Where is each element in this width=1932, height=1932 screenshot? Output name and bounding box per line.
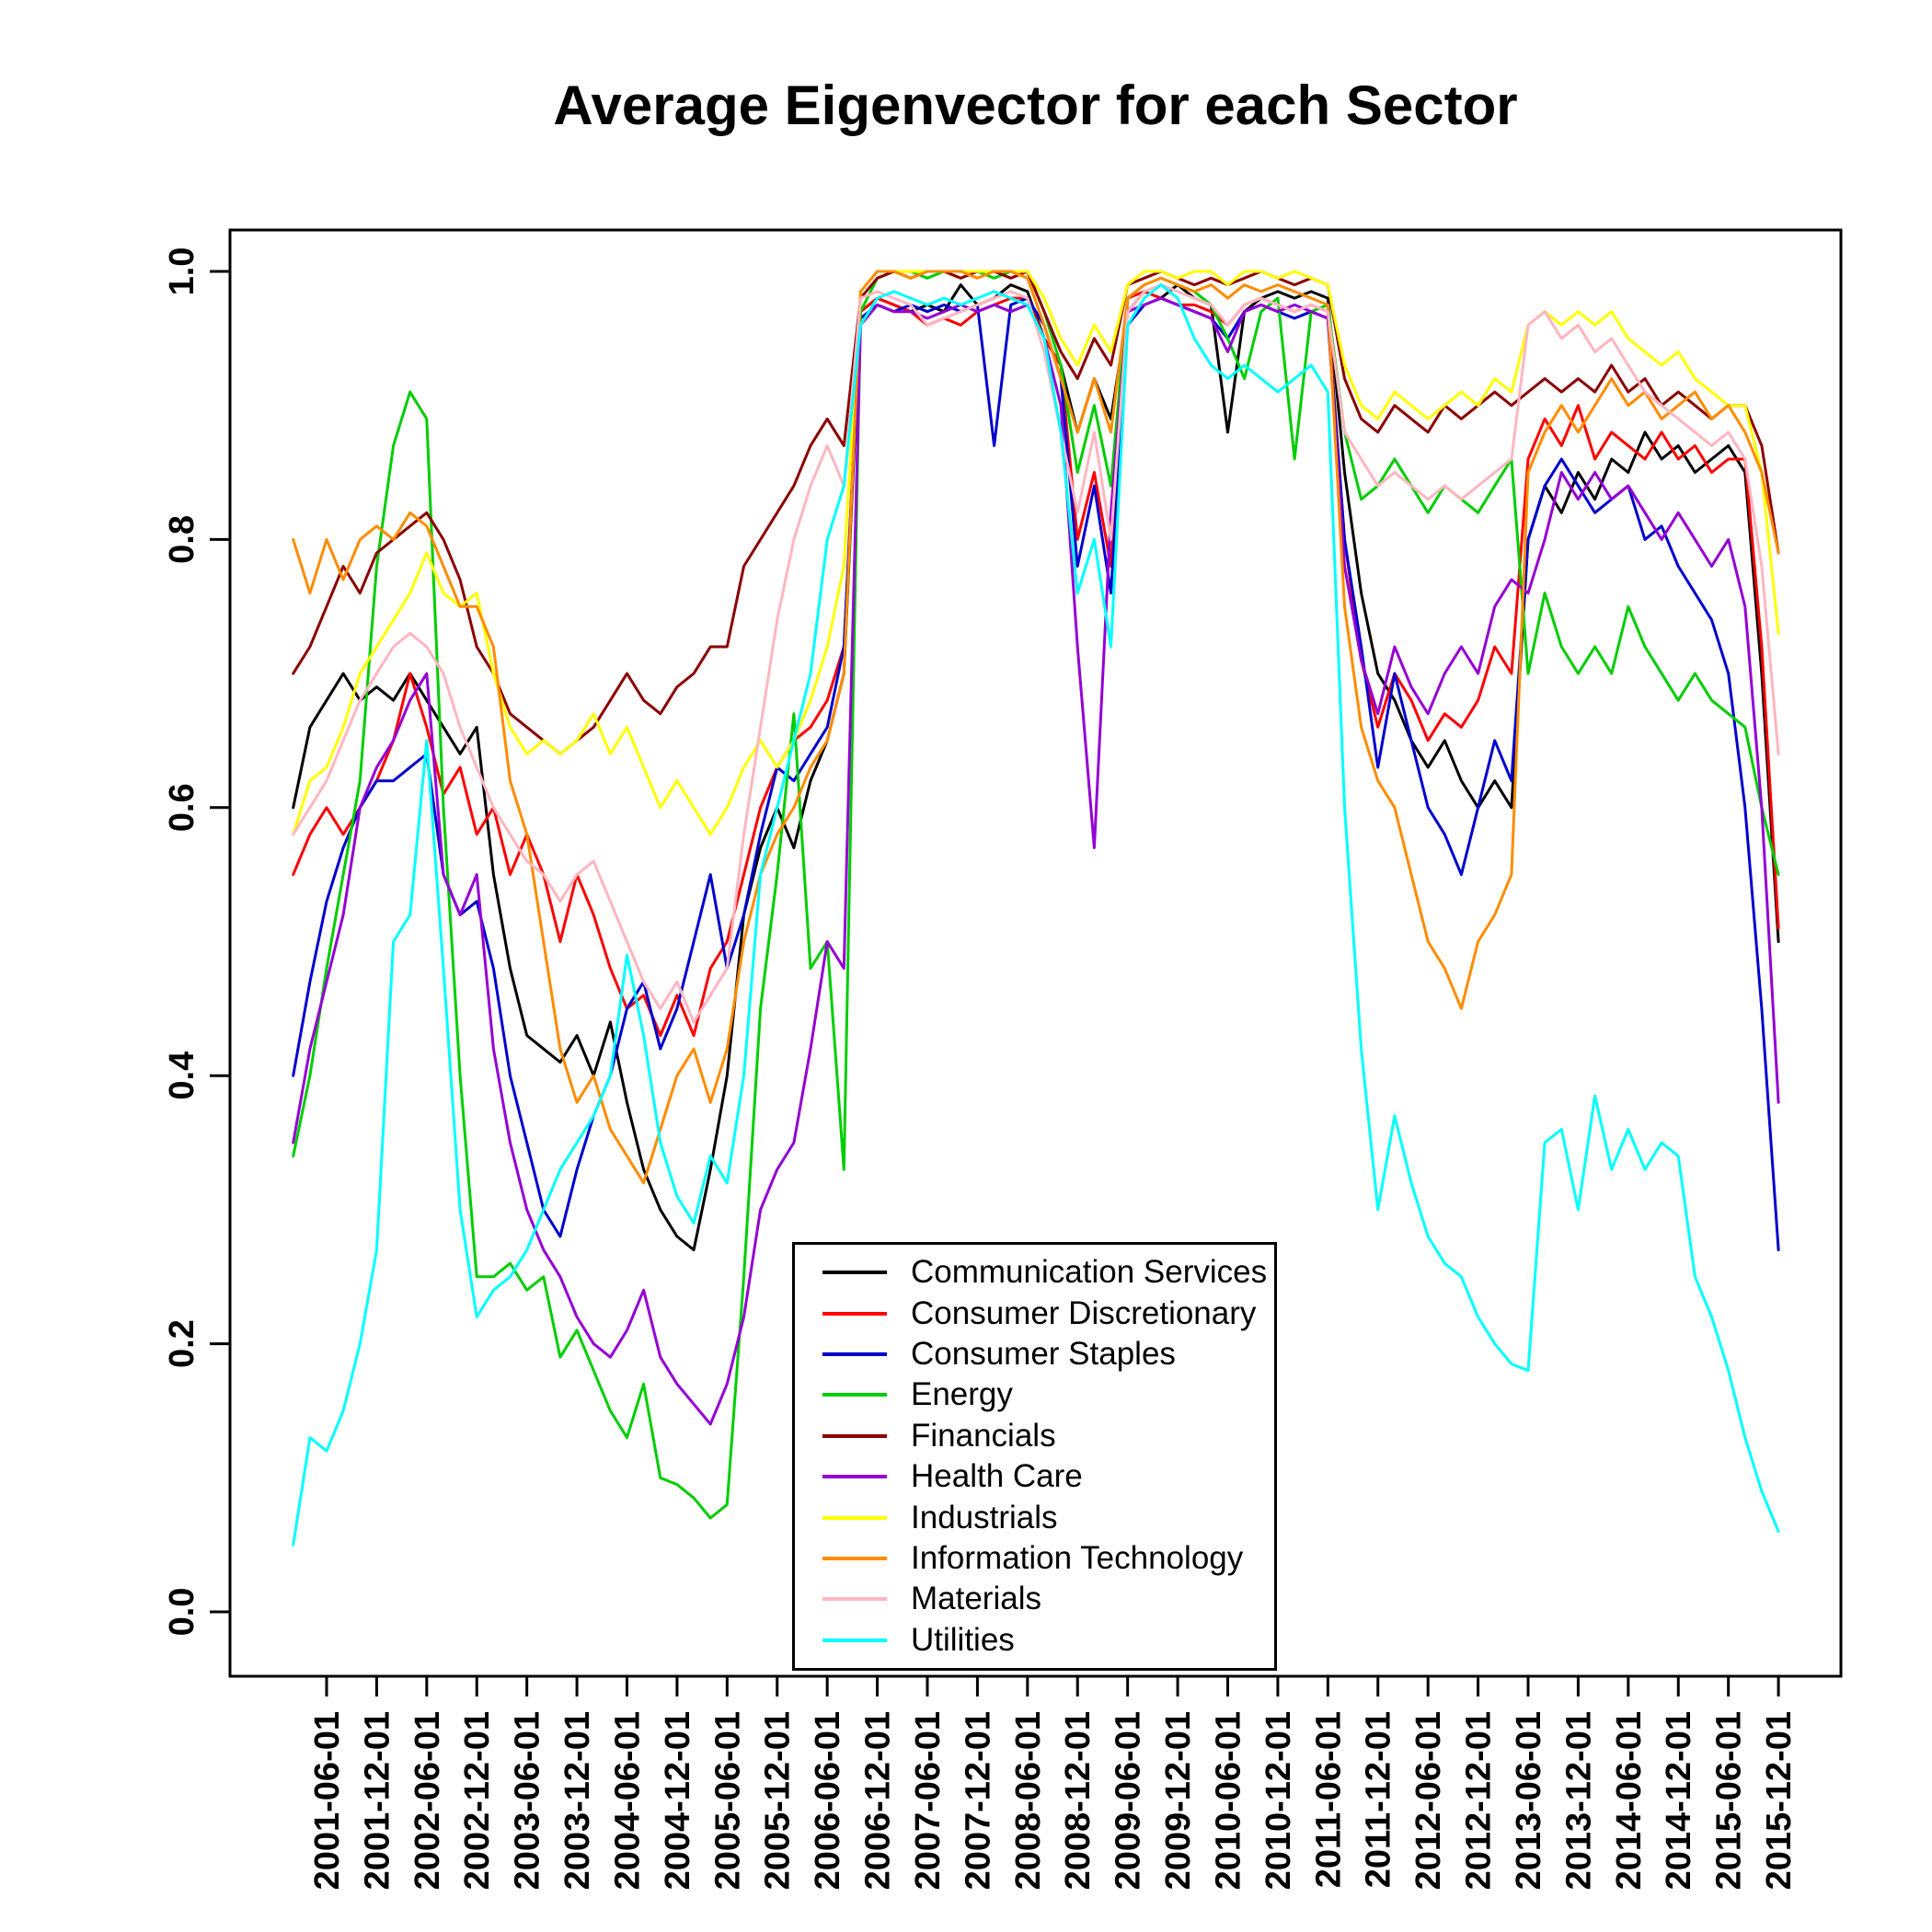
x-tick-label: 2007-06-01 (909, 1711, 948, 1890)
legend-line-swatch (822, 1271, 887, 1275)
legend-label: Financials (911, 1417, 1056, 1454)
legend-item-financials: Financials (822, 1418, 1265, 1455)
legend-label: Energy (911, 1376, 1013, 1413)
legend-line-swatch (822, 1311, 887, 1316)
x-tick-label: 2013-06-01 (1510, 1711, 1548, 1890)
x-tick-label: 2009-12-01 (1159, 1711, 1198, 1890)
legend-label: Consumer Discretionary (911, 1294, 1257, 1331)
series-line-industrials (292, 270, 1780, 836)
x-tick-label: 2005-12-01 (759, 1711, 798, 1890)
x-tick-label: 2006-12-01 (859, 1711, 898, 1890)
legend-box: Communication Services Consumer Discretio… (792, 1242, 1277, 1671)
series-line-financials (292, 270, 1780, 755)
legend-line-swatch (822, 1393, 887, 1397)
x-tick-label: 2001-06-01 (308, 1711, 347, 1890)
legend-item-industrials: Industrials (822, 1500, 1265, 1536)
y-tick-label: 0.6 (163, 783, 201, 832)
y-tick-label: 0.0 (163, 1588, 201, 1637)
legend-item-utilities: Utilities (822, 1622, 1265, 1659)
series-line-consumer-staples (292, 296, 1780, 1252)
x-tick-label: 2010-12-01 (1259, 1711, 1298, 1890)
x-tick-label: 2002-12-01 (458, 1711, 497, 1890)
x-tick-label: 2004-06-01 (608, 1711, 647, 1890)
legend-item-materials: Materials (822, 1581, 1265, 1617)
y-tick-label: 0.8 (163, 515, 201, 564)
x-tick-label: 2005-06-01 (708, 1711, 747, 1890)
x-tick-label: 2007-12-01 (959, 1711, 997, 1890)
legend-label: Health Care (911, 1458, 1083, 1495)
legend-line-swatch (822, 1352, 887, 1357)
legend-line-swatch (822, 1597, 887, 1602)
legend-item-consumer-discretionary: Consumer Discretionary (822, 1295, 1265, 1332)
legend-line-swatch (822, 1556, 887, 1560)
x-tick-label: 2004-12-01 (659, 1711, 697, 1890)
x-tick-label: 2003-12-01 (558, 1711, 597, 1890)
x-tick-label: 2011-06-01 (1309, 1711, 1348, 1888)
y-tick-label: 0.4 (163, 1052, 201, 1100)
x-tick-label: 2010-06-01 (1209, 1711, 1248, 1890)
x-tick-label: 2003-06-01 (509, 1711, 547, 1890)
series-line-consumer-discretionary (292, 290, 1780, 1037)
x-tick-label: 2008-06-01 (1009, 1711, 1048, 1890)
series-line-information-technology (292, 270, 1780, 1185)
legend-item-consumer-staples: Consumer Staples (822, 1336, 1265, 1373)
x-tick-label: 2006-06-01 (809, 1711, 847, 1890)
x-tick-label: 2012-06-01 (1409, 1711, 1448, 1890)
series-line-utilities (292, 283, 1780, 1547)
x-tick-label: 2011-12-01 (1360, 1711, 1398, 1888)
chart-title: Average Eigenvector for each Sector (553, 75, 1518, 136)
legend-line-swatch (822, 1515, 887, 1520)
plot-border (228, 228, 1843, 1678)
legend-label: Communication Services (911, 1254, 1268, 1291)
legend-line-swatch (822, 1638, 887, 1642)
y-tick-label: 1.0 (163, 247, 201, 296)
x-tick-label: 2014-12-01 (1660, 1711, 1698, 1890)
x-tick-label: 2009-06-01 (1110, 1711, 1148, 1890)
legend-item-energy: Energy (822, 1376, 1265, 1413)
legend-label: Industrials (911, 1499, 1058, 1535)
legend-line-swatch (822, 1433, 887, 1438)
series-line-materials (292, 283, 1780, 1024)
legend-label: Materials (911, 1581, 1041, 1617)
x-tick-label: 2008-12-01 (1059, 1711, 1098, 1890)
series-line-communication-services (292, 283, 1780, 1252)
legend-item-health-care: Health Care (822, 1458, 1265, 1495)
legend-label: Utilities (911, 1621, 1015, 1658)
x-tick-label: 2001-12-01 (358, 1711, 397, 1890)
x-tick-label: 2002-06-01 (408, 1711, 447, 1890)
x-tick-label: 2013-12-01 (1559, 1711, 1598, 1890)
legend-label: Consumer Staples (911, 1336, 1176, 1373)
legend-line-swatch (822, 1475, 887, 1479)
x-tick-label: 2012-12-01 (1460, 1711, 1499, 1890)
x-tick-label: 2015-12-01 (1760, 1711, 1799, 1890)
legend-item-information-technology: Information Technology (822, 1540, 1265, 1577)
legend-label: Information Technology (911, 1539, 1244, 1576)
y-tick-label: 0.2 (163, 1319, 201, 1368)
legend-item-communication-services: Communication Services (822, 1254, 1268, 1291)
x-tick-label: 2015-06-01 (1710, 1711, 1749, 1890)
x-tick-label: 2014-06-01 (1610, 1711, 1649, 1890)
